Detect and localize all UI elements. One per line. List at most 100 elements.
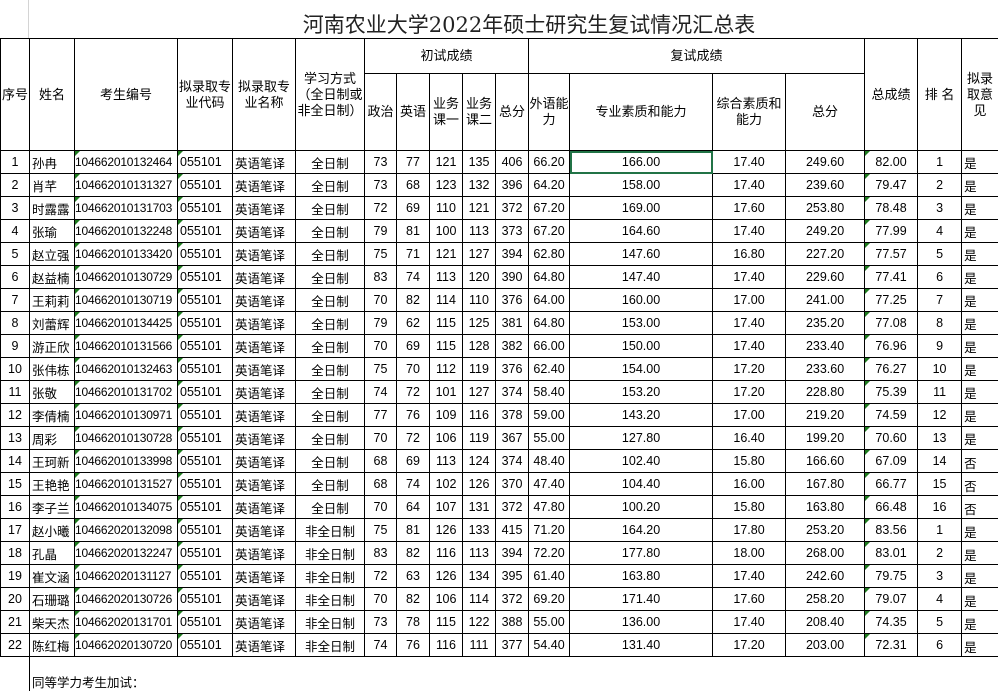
cell-professional[interactable]: 147.60: [569, 242, 714, 266]
cell-opinion[interactable]: 是: [961, 403, 998, 427]
cell-major-code[interactable]: 055101: [177, 564, 233, 588]
cell-politics[interactable]: 83: [364, 265, 397, 289]
cell-major-code[interactable]: 055101: [177, 449, 233, 473]
cell-name[interactable]: 崔文涵: [29, 564, 75, 588]
cell-major-name[interactable]: 英语笔译: [232, 288, 296, 312]
cell-rank[interactable]: 15: [917, 472, 963, 496]
cell-initial-total[interactable]: 381: [494, 311, 530, 335]
cell-major-name[interactable]: 英语笔译: [232, 564, 296, 588]
cell-professional[interactable]: 160.00: [569, 288, 714, 312]
cell-exam-no[interactable]: 104662010130971: [74, 403, 178, 427]
cell-seq[interactable]: 15: [0, 472, 30, 496]
cell-politics[interactable]: 74: [364, 380, 397, 404]
header-retest-total[interactable]: 总分: [785, 73, 866, 151]
cell-comprehensive[interactable]: 17.40: [712, 265, 787, 289]
cell-professional[interactable]: 153.00: [569, 311, 714, 335]
cell-professional[interactable]: 164.20: [569, 518, 714, 542]
cell-course1[interactable]: 121: [429, 150, 463, 174]
cell-major-name[interactable]: 英语笔译: [232, 219, 296, 243]
cell-study-mode[interactable]: 全日制: [295, 426, 365, 450]
footer-cell[interactable]: [0, 656, 30, 691]
cell-course2[interactable]: 135: [462, 150, 496, 174]
cell-course1[interactable]: 109: [429, 403, 463, 427]
cell-professional[interactable]: 153.20: [569, 380, 714, 404]
cell-course1[interactable]: 112: [429, 357, 463, 381]
cell-course1[interactable]: 126: [429, 564, 463, 588]
cell-exam-no[interactable]: 104662010132464: [74, 150, 178, 174]
cell-retest-total[interactable]: 258.20: [785, 587, 866, 611]
cell-comprehensive[interactable]: 17.40: [712, 173, 787, 197]
cell-major-code[interactable]: 055101: [177, 587, 233, 611]
cell-course1[interactable]: 115: [429, 334, 463, 358]
cell-opinion[interactable]: 是: [961, 426, 998, 450]
cell-politics[interactable]: 83: [364, 541, 397, 565]
cell-course2[interactable]: 116: [462, 403, 496, 427]
cell-initial-total[interactable]: 376: [494, 357, 530, 381]
cell-english[interactable]: 71: [396, 242, 430, 266]
cell-study-mode[interactable]: 非全日制: [295, 541, 365, 565]
cell-rank[interactable]: 7: [917, 288, 963, 312]
cell-major-name[interactable]: 英语笔译: [232, 196, 296, 220]
cell-politics[interactable]: 70: [364, 288, 397, 312]
cell-comprehensive[interactable]: 17.40: [712, 564, 787, 588]
cell-course1[interactable]: 113: [429, 449, 463, 473]
cell-foreign-lang[interactable]: 64.80: [528, 265, 571, 289]
header-comprehensive[interactable]: 综合素质和能力: [712, 73, 787, 151]
cell-course2[interactable]: 126: [462, 472, 496, 496]
cell-opinion[interactable]: 是: [961, 219, 998, 243]
cell-professional[interactable]: 158.00: [569, 173, 714, 197]
cell-retest-total[interactable]: 229.60: [785, 265, 866, 289]
cell-retest-total[interactable]: 249.60: [785, 150, 866, 174]
cell-initial-total[interactable]: 394: [494, 541, 530, 565]
cell-politics[interactable]: 75: [364, 242, 397, 266]
cell-retest-total[interactable]: 166.60: [785, 449, 866, 473]
cell-retest-total[interactable]: 253.20: [785, 518, 866, 542]
cell-comprehensive[interactable]: 17.60: [712, 587, 787, 611]
cell-initial-total[interactable]: 382: [494, 334, 530, 358]
cell-overall[interactable]: 76.27: [864, 357, 919, 381]
cell-english[interactable]: 74: [396, 472, 430, 496]
cell-name[interactable]: 王莉莉: [29, 288, 75, 312]
cell-rank[interactable]: 11: [917, 380, 963, 404]
cell-seq[interactable]: 1: [0, 150, 30, 174]
cell-seq[interactable]: 20: [0, 587, 30, 611]
cell-seq[interactable]: 8: [0, 311, 30, 335]
header-politics[interactable]: 政治: [364, 73, 397, 151]
cell-exam-no[interactable]: 104662010133420: [74, 242, 178, 266]
cell-overall[interactable]: 83.56: [864, 518, 919, 542]
cell-comprehensive[interactable]: 17.00: [712, 403, 787, 427]
cell-rank[interactable]: 13: [917, 426, 963, 450]
cell-name[interactable]: 王珂新: [29, 449, 75, 473]
cell-exam-no[interactable]: 104662020132098: [74, 518, 178, 542]
cell-foreign-lang[interactable]: 64.20: [528, 173, 571, 197]
cell-initial-total[interactable]: 406: [494, 150, 530, 174]
cell-name[interactable]: 赵小曦: [29, 518, 75, 542]
header-opinion[interactable]: 拟录取意见: [961, 38, 998, 151]
cell-seq[interactable]: 14: [0, 449, 30, 473]
cell-major-name[interactable]: 英语笔译: [232, 173, 296, 197]
cell-opinion[interactable]: 是: [961, 311, 998, 335]
cell-foreign-lang[interactable]: 62.40: [528, 357, 571, 381]
header-professional[interactable]: 专业素质和能力: [569, 73, 714, 151]
cell-rank[interactable]: 14: [917, 449, 963, 473]
header-study-mode[interactable]: 学习方式（全日制或非全日制）: [295, 38, 365, 151]
cell-politics[interactable]: 73: [364, 150, 397, 174]
cell-professional[interactable]: 150.00: [569, 334, 714, 358]
cell-opinion[interactable]: 否: [961, 449, 998, 473]
cell-politics[interactable]: 77: [364, 403, 397, 427]
cell-exam-no[interactable]: 104662010131566: [74, 334, 178, 358]
cell-english[interactable]: 64: [396, 495, 430, 519]
cell-initial-total[interactable]: 374: [494, 449, 530, 473]
cell-opinion[interactable]: 是: [961, 610, 998, 634]
cell-name[interactable]: 张瑜: [29, 219, 75, 243]
cell-seq[interactable]: 4: [0, 219, 30, 243]
cell-politics[interactable]: 73: [364, 173, 397, 197]
cell-opinion[interactable]: 是: [961, 564, 998, 588]
cell-initial-total[interactable]: 373: [494, 219, 530, 243]
cell-course2[interactable]: 113: [462, 541, 496, 565]
cell-politics[interactable]: 75: [364, 518, 397, 542]
cell-major-code[interactable]: 055101: [177, 403, 233, 427]
cell-major-name[interactable]: 英语笔译: [232, 610, 296, 634]
cell-opinion[interactable]: 是: [961, 334, 998, 358]
cell-course2[interactable]: 132: [462, 173, 496, 197]
